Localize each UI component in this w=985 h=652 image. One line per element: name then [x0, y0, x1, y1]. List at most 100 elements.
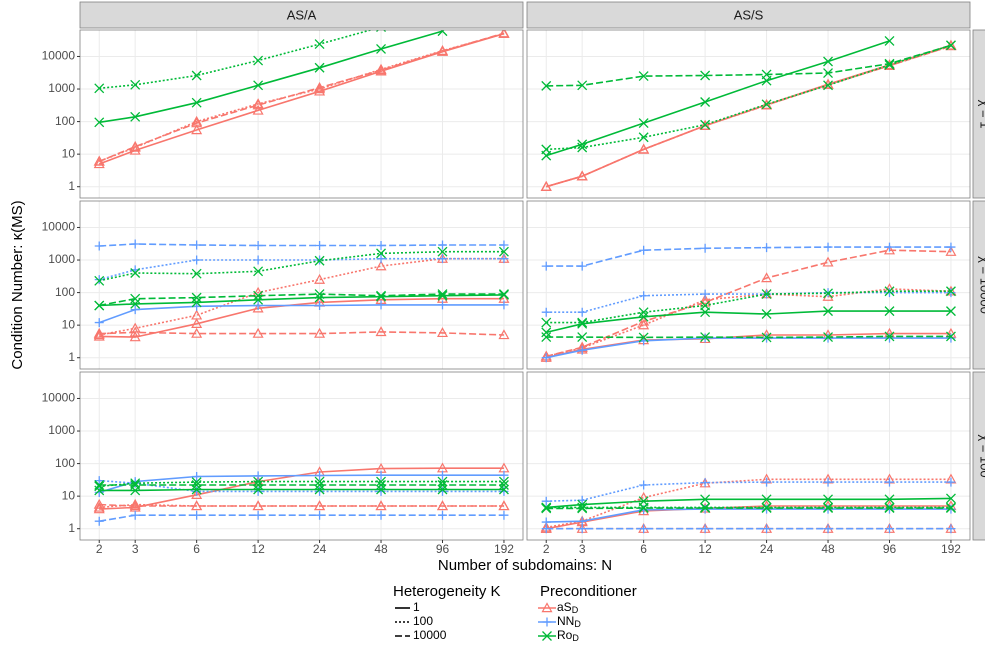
point-marker: [823, 333, 833, 343]
point-marker: [314, 62, 325, 73]
point-marker: [253, 301, 263, 311]
x-tick-label: 3: [579, 542, 586, 556]
point-marker: [93, 501, 105, 512]
point-marker: [498, 484, 509, 495]
series-line: [546, 497, 952, 509]
point-marker: [437, 290, 448, 301]
y-tick-label: 1000: [48, 81, 75, 95]
row-strip: [972, 200, 985, 370]
x-tick-label: 12: [251, 542, 265, 556]
column-strip: [526, 1, 971, 29]
point-marker: [315, 510, 325, 520]
panel-background: [80, 30, 523, 198]
point-marker: [94, 300, 105, 311]
point-marker: [191, 97, 202, 108]
series-line: [546, 337, 951, 359]
series-line: [546, 508, 951, 523]
point-marker: [884, 35, 895, 46]
series-line: [99, 293, 504, 307]
point-marker: [129, 498, 141, 509]
point-marker: [129, 140, 141, 151]
point-marker: [883, 244, 896, 255]
point-marker: [437, 30, 448, 37]
x-tick-label: 96: [436, 542, 450, 556]
y-tick-label: 10: [62, 317, 76, 331]
point-marker: [541, 332, 552, 343]
series-line: [99, 503, 504, 507]
legend-title: Heterogeneity K: [393, 583, 501, 600]
point-marker: [437, 240, 447, 250]
point-marker: [884, 58, 895, 69]
point-marker: [191, 115, 203, 126]
point-marker: [253, 240, 263, 250]
point-marker: [93, 498, 105, 509]
series-line: [546, 478, 951, 529]
point-marker: [437, 486, 447, 496]
panel-background: [80, 201, 523, 369]
series-line: [546, 335, 951, 339]
point-marker: [192, 255, 202, 265]
point-marker: [314, 484, 325, 495]
point-marker: [884, 288, 894, 298]
point-marker: [700, 332, 711, 343]
point-marker: [576, 170, 588, 181]
point-marker: [376, 470, 386, 480]
point-marker: [541, 524, 551, 534]
point-marker: [499, 300, 509, 310]
point-marker: [191, 500, 203, 511]
point-marker: [541, 261, 551, 271]
point-marker: [946, 242, 956, 252]
panel-border: [526, 29, 971, 199]
point-marker: [700, 97, 711, 107]
point-marker: [436, 327, 449, 338]
panel-data: [93, 30, 510, 169]
panel-background: [527, 30, 970, 198]
point-marker: [253, 471, 263, 481]
point-marker: [315, 471, 325, 481]
point-marker: [884, 494, 895, 505]
point-marker: [130, 305, 140, 315]
point-marker: [822, 256, 834, 267]
series-line: [98, 32, 505, 163]
point-marker: [191, 70, 202, 81]
point-marker: [823, 494, 833, 505]
point-marker: [761, 494, 772, 505]
point-marker: [577, 307, 587, 317]
series-line: [546, 44, 952, 87]
point-marker: [700, 524, 710, 534]
series-line: [99, 30, 374, 90]
panel-border: [79, 29, 524, 199]
point-marker: [130, 480, 141, 490]
row-strip: [972, 29, 985, 199]
legend-label-subscript: D: [574, 619, 581, 629]
point-marker: [376, 486, 386, 496]
point-marker: [376, 300, 386, 310]
series-line: [546, 249, 952, 358]
point-marker: [130, 478, 141, 489]
point-marker: [541, 80, 552, 91]
point-marker: [946, 333, 956, 343]
point-marker: [638, 118, 649, 129]
point-marker: [638, 307, 649, 318]
row-strip-label: χ = 100: [978, 434, 985, 477]
point-marker: [252, 500, 264, 511]
column-strip-label: AS/S: [734, 7, 764, 22]
panel-background: [527, 372, 970, 540]
legend-label: aSD: [557, 600, 579, 615]
point-marker: [93, 327, 105, 338]
point-marker: [699, 119, 711, 130]
panel-border: [526, 200, 971, 370]
point-marker: [577, 317, 588, 328]
point-marker: [541, 602, 553, 613]
point-marker: [541, 307, 551, 317]
point-marker: [823, 68, 833, 78]
point-marker: [130, 510, 140, 520]
point-marker: [498, 329, 510, 340]
point-marker: [700, 243, 710, 253]
x-axis-label: Number of subdomains: N: [438, 557, 612, 574]
series-line: [546, 246, 951, 267]
series-line: [98, 304, 504, 324]
point-marker: [376, 510, 386, 520]
point-marker: [253, 290, 264, 301]
legend-label-subscript: D: [572, 605, 579, 615]
